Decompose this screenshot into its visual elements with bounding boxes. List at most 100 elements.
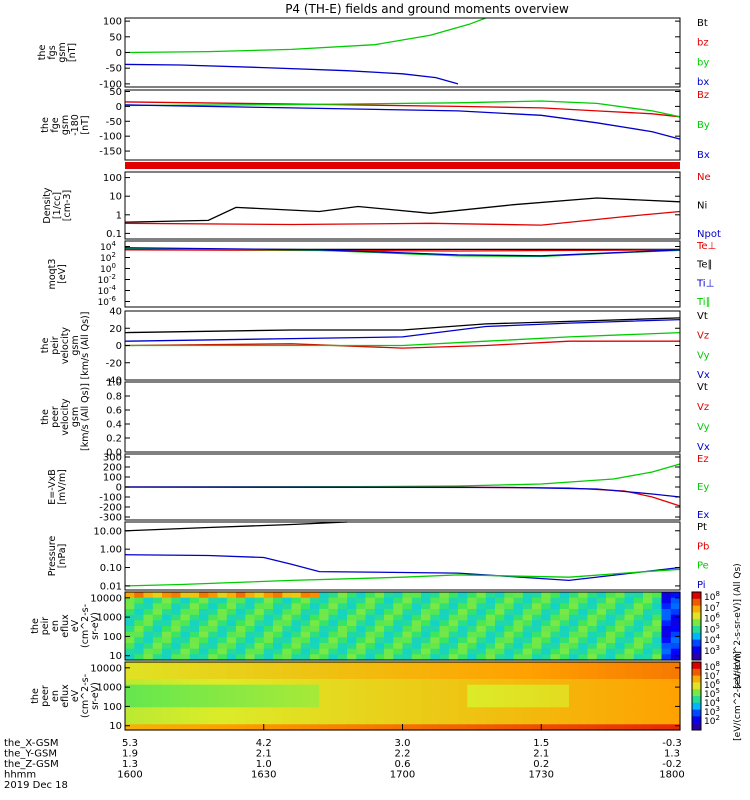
- panel-5-ylabel: velocity: [60, 327, 71, 365]
- panel-9-ylabel: peir: [40, 617, 51, 636]
- panel-10-heatmap-cell: [282, 696, 293, 703]
- panel-10-heatmap-cell: [254, 679, 265, 686]
- panel-10-heatmap-cell: [162, 707, 172, 714]
- panel-10-heatmap-cell: [254, 718, 265, 725]
- panel-10-heatmap-cell: [643, 667, 653, 674]
- panel-10-heatmap-cell: [615, 667, 626, 674]
- panel-9-heatmap-cell: [596, 654, 607, 661]
- panel-9-heatmap-cell: [365, 614, 376, 621]
- panel-10-heatmap-cell: [337, 679, 348, 686]
- panel-9-heatmap-cell: [569, 620, 579, 627]
- panel-9-heatmap-cell: [467, 597, 478, 604]
- panel-10-heatmap-cell: [458, 701, 468, 708]
- panel-9-heatmap-cell: [467, 654, 478, 661]
- panel-10-heatmap-cell: [226, 673, 237, 680]
- panel-9-heatmap-cell: [245, 609, 256, 616]
- panel-10-heatmap-cell: [504, 673, 515, 680]
- panel-9-heatmap-cell: [208, 654, 219, 661]
- panel-10-ylabel: sr-eV): [90, 682, 101, 710]
- panel-10-heatmap-cell: [180, 718, 191, 725]
- panel-9-heatmap-cell: [652, 609, 663, 616]
- panel-10-heatmap-cell: [633, 713, 644, 720]
- panel-9-heatmap-cell: [328, 609, 339, 616]
- panel-10-heatmap-cell: [578, 679, 589, 686]
- panel-9-heatmap-cell: [310, 609, 320, 616]
- panel-9-heatmap-cell: [467, 592, 478, 599]
- panel-9-heatmap-cell: [208, 592, 219, 599]
- panel-9-heatmap-cell: [310, 654, 320, 661]
- panel-10-heatmap-cell: [236, 707, 246, 714]
- panel-9-heatmap-cell: [328, 637, 339, 644]
- panel-9-heatmap-cell: [569, 592, 579, 599]
- x-row-value: 0.6: [395, 759, 411, 770]
- panel-10-heatmap-cell: [421, 662, 431, 669]
- panel-10-heatmap-cell: [522, 679, 533, 686]
- panel-10-heatmap-cell: [125, 713, 135, 720]
- panel-9-colorbar-swatch: [692, 639, 701, 647]
- panel-9-heatmap-cell: [125, 603, 135, 610]
- panel-9-heatmap-cell: [310, 614, 320, 621]
- panel-10-heatmap-cell: [661, 696, 672, 703]
- panel-10-heatmap-cell: [393, 707, 404, 714]
- panel-10-heatmap-cell: [448, 684, 459, 691]
- panel-10-heatmap-cell: [374, 684, 385, 691]
- panel-10-heatmap-cell: [180, 713, 191, 720]
- panel-9-heatmap-cell: [393, 614, 404, 621]
- panel-10-heatmap-cell: [189, 679, 200, 686]
- panel-9-heatmap-cell: [661, 654, 672, 661]
- x-row-value: 2.1: [533, 749, 549, 760]
- panel-9-heatmap-cell: [633, 626, 644, 633]
- panel-9-heatmap-cell: [180, 643, 191, 650]
- panel-10-heatmap-cell: [199, 667, 209, 674]
- panel-9-heatmap-cell: [347, 603, 357, 610]
- panel-9-heatmap-cell: [458, 648, 468, 655]
- panel-4-series-red: [124, 249, 681, 252]
- panel-5-ylabel: gsm: [70, 335, 81, 355]
- panel-9-heatmap-cell: [162, 654, 172, 661]
- panel-9-heatmap-cell: [532, 648, 542, 655]
- panel-10-heatmap-cell: [300, 662, 311, 669]
- panel-5-tick-label: 20: [109, 324, 122, 335]
- panel-10-heatmap-cell: [236, 673, 246, 680]
- panel-10-heatmap-cell: [504, 701, 515, 708]
- panel-2-tick-label: 50: [109, 87, 122, 98]
- panel-9-heatmap-cell: [532, 631, 542, 638]
- panel-9-heatmap-cell: [587, 592, 598, 599]
- panel-9-heatmap-cell: [356, 597, 367, 604]
- panel-9-heatmap-cell: [291, 648, 302, 655]
- panel-10-heatmap-cell: [356, 667, 367, 674]
- panel-2-series-blue: [124, 104, 681, 140]
- panel-2-ylabel: fge: [50, 117, 61, 132]
- panel-9-heatmap-cell: [226, 637, 237, 644]
- panel-10-heatmap-cell: [476, 701, 487, 708]
- panel-9-heatmap-cell: [347, 620, 357, 627]
- panel-10-heatmap-cell: [578, 673, 589, 680]
- panel-9-heatmap-cell: [467, 631, 478, 638]
- panel-9-heatmap-cell: [643, 597, 653, 604]
- panel-9-heatmap-cell: [559, 643, 570, 650]
- panel-9-heatmap-cell: [467, 620, 478, 627]
- panel-10-heatmap-cell: [615, 662, 626, 669]
- panel-7-tick-label: 300: [103, 453, 122, 464]
- panel-9-heatmap-cell: [596, 597, 607, 604]
- x-row-label: the_Z-GSM: [4, 759, 59, 770]
- panel-10-heatmap-cell: [550, 673, 561, 680]
- panel-9-heatmap-cell: [374, 654, 385, 661]
- panel-9-heatmap-cell: [670, 603, 681, 610]
- panel-9-heatmap-cell: [226, 614, 237, 621]
- panel-10-heatmap-cell: [356, 673, 367, 680]
- panel-9-heatmap-cell: [374, 597, 385, 604]
- x-row-value: 1.3: [664, 749, 680, 760]
- panel-10-ylabel: the: [30, 688, 41, 704]
- panel-9-heatmap-cell: [263, 603, 274, 610]
- panel-9-heatmap-cell: [606, 614, 616, 621]
- panel-9-heatmap-cell: [633, 603, 644, 610]
- panel-9-heatmap-cell: [495, 609, 505, 616]
- panel-9-heatmap-cell: [513, 614, 524, 621]
- panel-9-heatmap-cell: [374, 614, 385, 621]
- panel-8-frame: [124, 521, 681, 591]
- panel-9-heatmap-cell: [421, 609, 431, 616]
- panel-9-heatmap-cell: [171, 637, 182, 644]
- panel-9-heatmap-cell: [624, 592, 635, 599]
- panel-10-heatmap-cell: [236, 662, 246, 669]
